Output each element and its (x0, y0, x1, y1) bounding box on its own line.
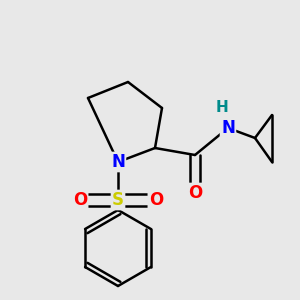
Text: H: H (216, 100, 228, 116)
Text: N: N (221, 119, 235, 137)
Text: N: N (111, 153, 125, 171)
Text: O: O (188, 184, 202, 202)
Text: S: S (112, 191, 124, 209)
Text: O: O (73, 191, 87, 209)
Text: O: O (149, 191, 163, 209)
